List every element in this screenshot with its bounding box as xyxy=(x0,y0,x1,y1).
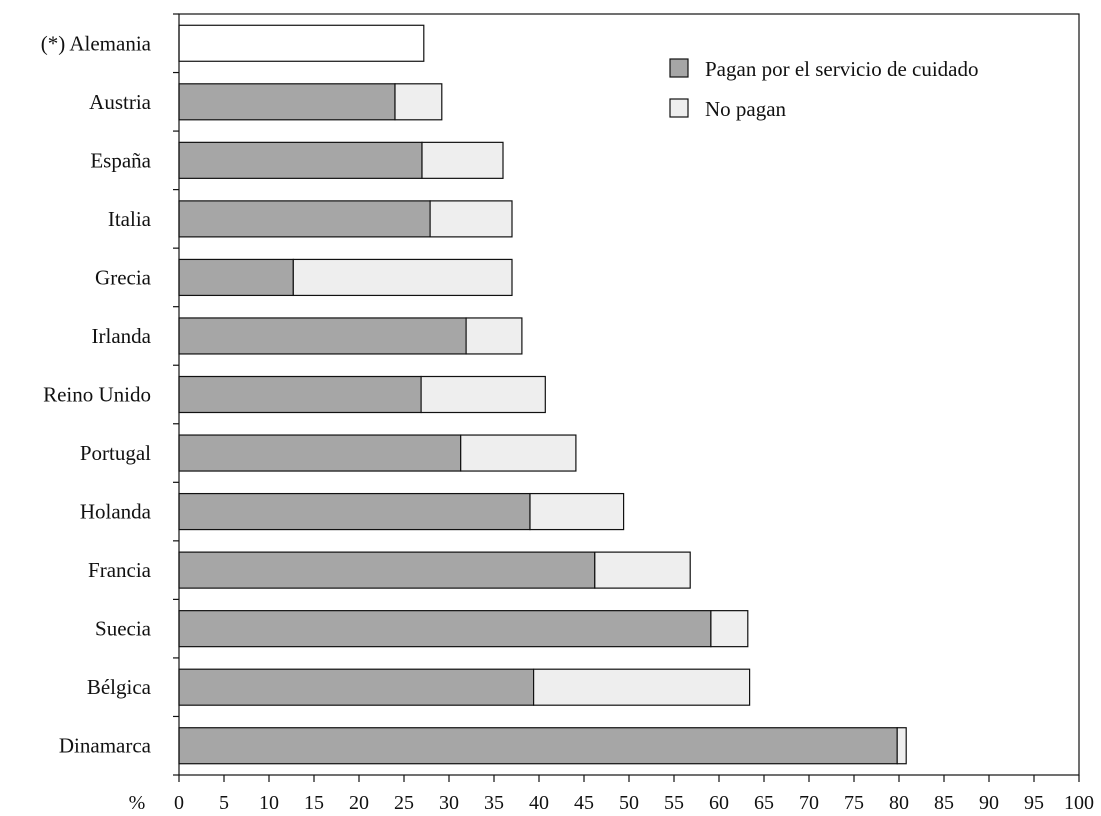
x-tick-label: 35 xyxy=(484,792,504,814)
bar-no-pagan-suecia xyxy=(710,610,749,648)
category-label-belgica: Bélgica xyxy=(87,675,152,699)
bar-pagan-reino-unido xyxy=(178,375,422,414)
x-tick-label: 30 xyxy=(439,792,459,814)
legend-swatch-no-pagan xyxy=(669,98,689,118)
legend-label-no-pagan: No pagan xyxy=(705,97,787,121)
x-tick-label: 70 xyxy=(799,792,819,814)
legend-swatch-pagan xyxy=(669,58,689,78)
x-tick-label: 50 xyxy=(619,792,639,814)
x-tick-label: 100 xyxy=(1064,792,1094,814)
legend: Pagan por el servicio de cuidado No paga… xyxy=(669,57,979,121)
legend-label-pagan: Pagan por el servicio de cuidado xyxy=(705,57,979,81)
x-tick-label: 85 xyxy=(934,792,954,814)
bar-no-pagan-dinamarca xyxy=(896,727,907,765)
bars-group xyxy=(178,24,907,765)
category-label-dinamarca: Dinamarca xyxy=(59,734,152,758)
bar-total-alemania xyxy=(178,24,425,62)
bar-no-pagan-francia xyxy=(594,551,691,589)
x-tick-label: 45 xyxy=(574,792,594,814)
bar-pagan-grecia xyxy=(178,258,294,297)
category-label-irlanda: Irlanda xyxy=(92,324,152,348)
x-tick-label: 0 xyxy=(174,792,184,814)
category-label-italia: Italia xyxy=(108,207,152,231)
x-tick-label: 80 xyxy=(889,792,909,814)
x-tick-label: 5 xyxy=(219,792,229,814)
x-tick-label: 25 xyxy=(394,792,414,814)
x-tick-label: 65 xyxy=(754,792,774,814)
x-tick-label: 75 xyxy=(844,792,864,814)
x-tick-label: 40 xyxy=(529,792,549,814)
bar-no-pagan-reino-unido xyxy=(420,375,546,414)
category-label-grecia: Grecia xyxy=(95,265,152,289)
bar-pagan-italia xyxy=(178,200,431,238)
bar-pagan-portugal xyxy=(178,434,462,472)
bar-pagan-holanda xyxy=(178,492,531,531)
bar-no-pagan-portugal xyxy=(460,434,577,472)
bar-no-pagan-espana xyxy=(421,141,504,179)
category-label-reino-unido: Reino Unido xyxy=(43,383,151,407)
bar-no-pagan-holanda xyxy=(529,492,625,531)
bar-pagan-dinamarca xyxy=(178,727,898,765)
category-label-francia: Francia xyxy=(88,558,152,582)
x-tick-label: 90 xyxy=(979,792,999,814)
axes-group: 0 5 10 15 20 25 30 35 40 45 50 55 60 65 70 75 80 85 90 95 10… xyxy=(129,13,1094,814)
category-label-austria: Austria xyxy=(89,90,152,114)
x-tick-label: 15 xyxy=(304,792,324,814)
bar-no-pagan-italia xyxy=(429,200,513,238)
category-label-alemania: (*) Alemania xyxy=(41,31,152,55)
bar-pagan-irlanda xyxy=(178,317,467,355)
x-tick-label: 20 xyxy=(349,792,369,814)
x-tick-label: 60 xyxy=(709,792,729,814)
bar-pagan-austria xyxy=(178,83,396,121)
bar-no-pagan-belgica xyxy=(532,668,751,706)
category-label-holanda: Holanda xyxy=(80,500,152,524)
bar-no-pagan-irlanda xyxy=(465,317,523,355)
category-label-suecia: Suecia xyxy=(95,617,152,641)
bar-pagan-francia xyxy=(178,551,596,589)
bar-no-pagan-austria xyxy=(394,83,443,121)
category-label-espana: España xyxy=(90,148,151,172)
bar-pagan-belgica xyxy=(178,668,535,706)
x-tick-label: 95 xyxy=(1024,792,1044,814)
x-axis-label: % xyxy=(129,792,146,814)
x-tick-label: 10 xyxy=(259,792,279,814)
x-tick-label: 55 xyxy=(664,792,684,814)
bar-pagan-suecia xyxy=(178,610,712,648)
category-labels: (*) Alemania Austria España Italia Grecia Irl… xyxy=(41,31,152,757)
bar-pagan-espana xyxy=(178,141,423,179)
category-label-portugal: Portugal xyxy=(80,441,151,465)
bar-no-pagan-grecia xyxy=(292,258,513,297)
